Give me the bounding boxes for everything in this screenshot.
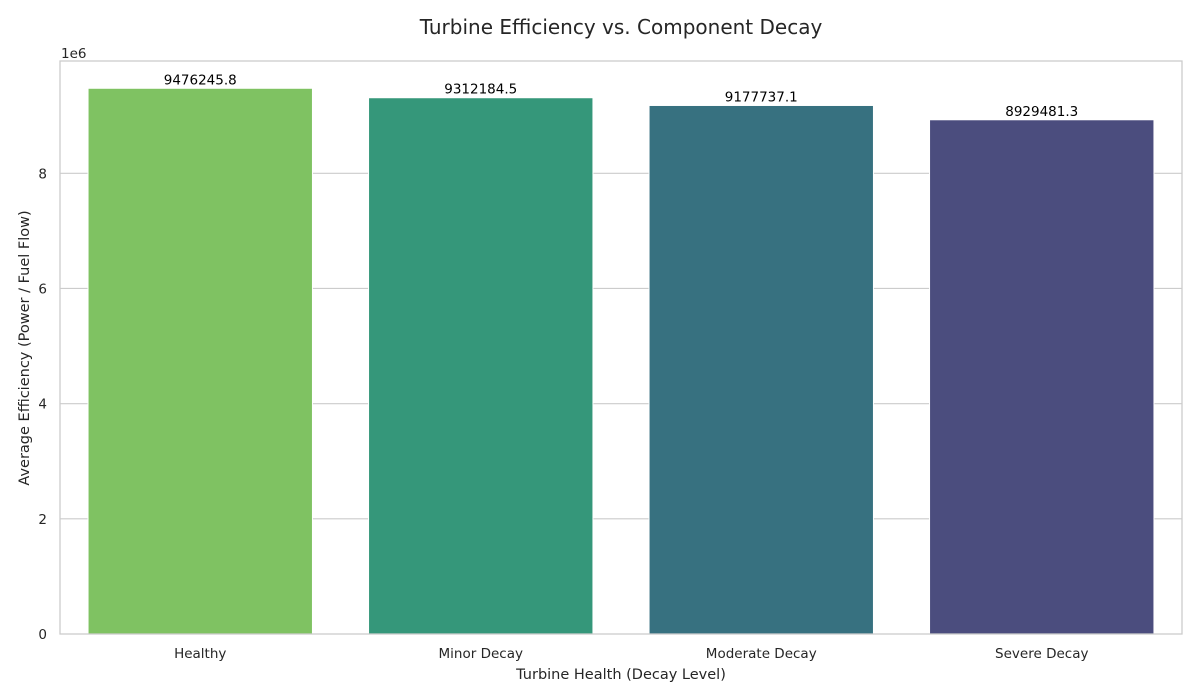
bar-value-label: 9476245.8 <box>164 72 237 88</box>
bars <box>87 87 1155 635</box>
x-tick-label: Minor Decay <box>439 646 523 662</box>
bar <box>648 104 874 635</box>
bar-value-label: 9312184.5 <box>444 82 517 98</box>
y-tick-label: 4 <box>38 397 47 413</box>
y-tick-label: 0 <box>38 627 47 643</box>
x-axis-ticks: Healthy Minor Decay Moderate Decay Severe D… <box>174 646 1088 662</box>
y-axis-ticks: 0 2 4 6 8 <box>38 166 47 643</box>
y-tick-label: 6 <box>38 281 47 297</box>
x-tick-label: Moderate Decay <box>706 646 817 662</box>
bar-value-label: 9177737.1 <box>725 89 798 105</box>
bar <box>368 97 594 635</box>
y-axis-label: Average Efficiency (Power / Fuel Flow) <box>17 210 33 485</box>
y-axis-offset-text: 1e6 <box>61 46 86 62</box>
bar-value-label: 8929481.3 <box>1005 104 1078 120</box>
x-axis-label: Turbine Health (Decay Level) <box>515 667 726 683</box>
bar <box>87 87 313 635</box>
plot-frame <box>59 60 1183 635</box>
x-tick-label: Severe Decay <box>995 646 1088 662</box>
y-tick-label: 2 <box>38 512 47 528</box>
bar <box>929 119 1155 635</box>
x-tick-label: Healthy <box>174 646 226 662</box>
y-tick-label: 8 <box>38 166 47 182</box>
chart-title: Turbine Efficiency vs. Component Decay <box>419 15 823 39</box>
data-labels: 9476245.8 9312184.5 9177737.1 8929481.3 <box>164 72 1079 119</box>
